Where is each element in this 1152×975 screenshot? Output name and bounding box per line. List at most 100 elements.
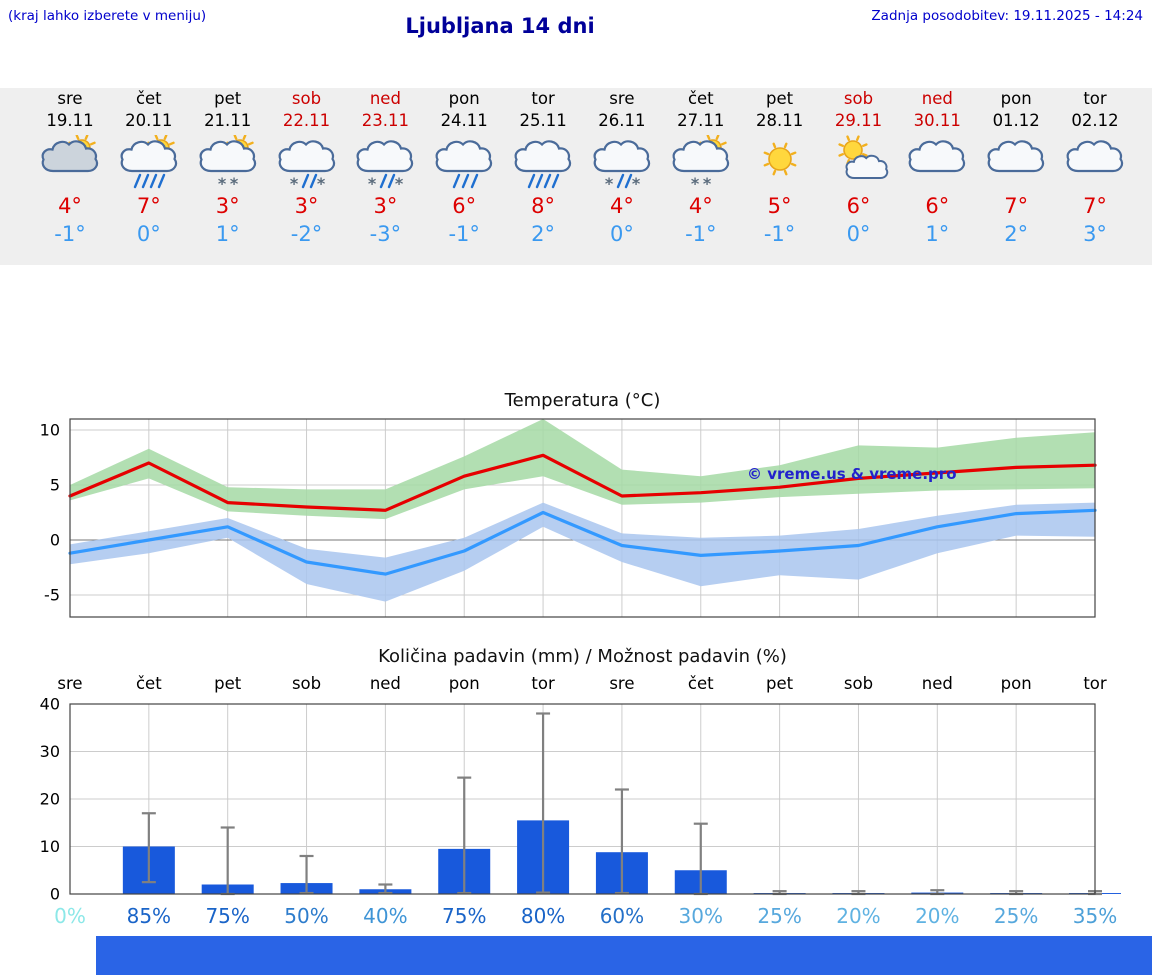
y-axis-tick-label: 0 — [50, 531, 60, 550]
temp-min-band — [70, 502, 1095, 602]
last-update: Zadnja posodobitev: 19.11.2025 - 14:24 — [871, 8, 1143, 24]
y-axis-tick-label: 10 — [40, 421, 60, 440]
day-name: ned — [369, 89, 401, 108]
y-axis-tick-label: 40 — [40, 695, 60, 714]
plot-border — [69, 703, 1096, 895]
temp-min: 1° — [215, 222, 240, 246]
svg-text:*: * — [691, 174, 700, 193]
chart-day-label: pet — [214, 674, 242, 693]
partly-cloudy-icon — [30, 133, 110, 192]
forecast-day: pon 24.11 6° -1° — [424, 88, 504, 265]
temp-min: 1° — [925, 222, 950, 246]
temp-min: 2° — [531, 222, 556, 246]
svg-text:*: * — [395, 174, 404, 193]
svg-text:*: * — [289, 174, 298, 193]
rain-sun-icon — [109, 133, 189, 192]
temp-max: 6° — [846, 194, 871, 218]
temp-max-band — [70, 419, 1095, 520]
y-axis-tick-label: 30 — [40, 742, 60, 761]
svg-text:*: * — [316, 174, 325, 193]
y-axis-tick-label: 5 — [50, 476, 60, 495]
temp-max: 4° — [688, 194, 713, 218]
forecast-day: pet 28.11 5° -1° — [740, 88, 820, 265]
forecast-day: pet 21.11 * * 3° 1° — [188, 88, 268, 265]
forecast-day: tor 25.11 8° 2° — [503, 88, 583, 265]
day-name: sob — [843, 89, 874, 108]
day-date: 27.11 — [677, 111, 725, 130]
precip-probability-label: 25% — [994, 904, 1038, 928]
rain-heavy-icon — [503, 134, 583, 192]
day-date: 21.11 — [204, 111, 252, 130]
forecast-day: pon 01.12 7° 2° — [976, 88, 1056, 265]
precip-probability-label: 60% — [600, 904, 644, 928]
day-date: 29.11 — [834, 111, 883, 130]
chart-day-label: sob — [292, 674, 321, 693]
temp-max: 3° — [373, 194, 398, 218]
svg-text:*: * — [632, 174, 641, 193]
chart-day-label: pon — [449, 674, 480, 693]
day-date: 25.11 — [519, 111, 567, 130]
day-name: pon — [1000, 89, 1032, 108]
watermark: © vreme.us & vreme.pro — [747, 465, 957, 483]
chart-day-label: sob — [844, 674, 873, 693]
day-date: 20.11 — [125, 111, 173, 130]
forecast-strip: sre 19.11 4° -1° čet 20.11 7° 0° pet 21.11 * * 3° 1° s… — [0, 88, 1152, 265]
temp-min: -3° — [369, 222, 402, 246]
chart-day-label: ned — [922, 674, 953, 693]
precipitation-chart: sre čet pet sob ned pon tor sre čet pet sob ned pon t… — [40, 674, 1121, 928]
temp-chart-title: Temperatura (°C) — [504, 390, 661, 411]
y-axis-tick-label: 0 — [50, 885, 60, 904]
temp-min: -1° — [448, 222, 480, 246]
precip-probability-label: 50% — [284, 904, 328, 928]
forecast-day: sob 22.11 * * 3° -2° — [267, 88, 347, 265]
temp-min: -1° — [685, 222, 717, 246]
svg-text:*: * — [230, 174, 239, 193]
day-date: 28.11 — [755, 111, 804, 130]
chart-day-label: čet — [688, 674, 714, 693]
day-name: pet — [766, 89, 794, 108]
forecast-day: sre 19.11 4° -1° — [30, 88, 110, 265]
day-date: 23.11 — [361, 111, 410, 130]
cloudy-icon — [1055, 134, 1135, 192]
temp-min: 0° — [609, 222, 634, 246]
svg-text:*: * — [703, 174, 712, 193]
day-date: 30.11 — [913, 111, 961, 130]
precip-probability-label: 30% — [679, 904, 723, 928]
cloudy-icon — [976, 134, 1056, 192]
temp-max: 7° — [1083, 194, 1107, 218]
sleet-icon: * * — [345, 134, 425, 193]
day-name: sre — [57, 89, 83, 108]
footer-ad-banner[interactable] — [96, 936, 1152, 975]
forecast-day: sob 29.11 6° 0° — [819, 88, 899, 265]
rain-sleet-icon: * * — [582, 134, 662, 193]
day-name: sob — [291, 89, 322, 108]
temp-max: 8° — [531, 194, 556, 218]
temp-min: 0° — [846, 222, 871, 246]
sun-cloud-icon — [819, 134, 899, 192]
forecast-day: tor 02.12 7° 3° — [1055, 88, 1135, 265]
temp-max: 7° — [136, 194, 161, 218]
temp-min: 2° — [1004, 222, 1029, 246]
chart-day-label: tor — [531, 674, 555, 693]
day-name: ned — [921, 89, 953, 108]
temp-min: -1° — [763, 222, 796, 246]
forecast-day: čet 27.11 * * 4° -1° — [661, 88, 741, 265]
temp-min: 3° — [1083, 222, 1107, 246]
temperature-chart: -5 0 5 10 © vreme.us & vreme.pro — [40, 418, 1097, 618]
y-axis-tick-label: 20 — [40, 790, 60, 809]
precip-probability-label: 75% — [205, 904, 249, 928]
day-name: pon — [448, 89, 480, 108]
day-name: čet — [135, 89, 162, 108]
plot-border — [69, 418, 1096, 618]
day-name: pet — [214, 89, 242, 108]
day-name: tor — [1083, 89, 1107, 108]
day-date: 01.12 — [992, 111, 1040, 130]
temp-min: -1° — [54, 222, 86, 246]
precip-probability-label: 0% — [54, 904, 86, 928]
svg-text:*: * — [218, 174, 227, 193]
snow-sun-icon: * * — [661, 133, 741, 193]
forecast-day: ned 30.11 6° 1° — [897, 88, 977, 265]
precip-probability-label: 20% — [915, 904, 959, 928]
temp-max-line — [68, 453, 1097, 512]
chart-day-label: sre — [609, 674, 634, 693]
